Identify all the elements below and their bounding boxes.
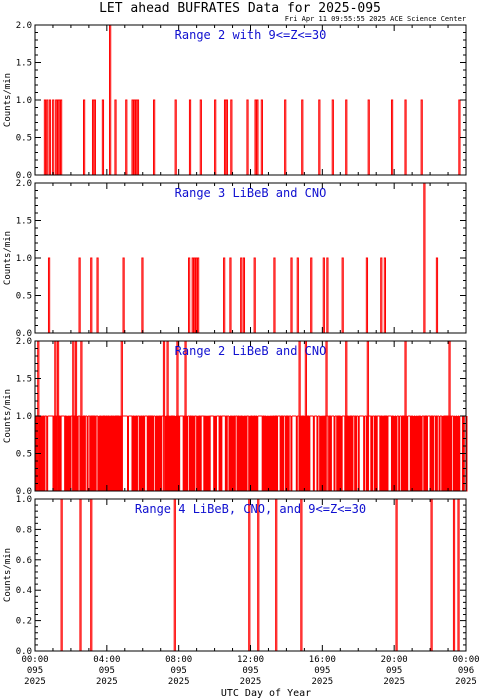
x-tick-label: 095 xyxy=(27,666,43,676)
x-tick-label: 2025 xyxy=(240,677,262,687)
panel-label: Range 2 with 9<=Z<=30 xyxy=(175,28,327,42)
series-line xyxy=(35,498,466,652)
x-tick-label: 2025 xyxy=(311,677,333,687)
plot-frame xyxy=(34,24,467,176)
y-tick-label: 0.8 xyxy=(16,525,32,535)
x-tick-label: 096 xyxy=(458,666,474,676)
y-axis-label: Counts/min xyxy=(3,231,13,285)
x-tick-label: 2025 xyxy=(24,677,46,687)
y-axis-label: Counts/min xyxy=(3,73,13,127)
y-tick-label: 1.0 xyxy=(16,254,32,264)
y-tick-label: 1.5 xyxy=(16,375,32,385)
series-line xyxy=(35,182,466,334)
x-tick-label: 00:00 xyxy=(452,655,479,665)
y-tick-label: 0.0 xyxy=(16,171,32,181)
panel-2: 0.0 0.5 1.0 1.5 2.0 Range 3 LiBeB and CNO Coun… xyxy=(3,179,467,339)
y-axis-label: Counts/min xyxy=(3,389,13,443)
timestamp: Fri Apr 11 09:55:55 2025 ACE Science Cen… xyxy=(285,15,466,23)
x-axis-title: UTC Day of Year xyxy=(221,688,311,699)
x-tick-label: 2025 xyxy=(96,677,118,687)
plot-frame xyxy=(34,182,467,334)
y-tick-label: 2.0 xyxy=(16,179,32,189)
x-tick-label: 16:00 xyxy=(309,655,336,665)
panel-label: Range 4 LiBeB, CNO, and 9<=Z<=30 xyxy=(135,502,366,516)
x-tick-label: 20:00 xyxy=(381,655,408,665)
y-tick-label: 1.0 xyxy=(16,96,32,106)
y-ticks xyxy=(34,340,467,492)
series-line xyxy=(35,24,466,176)
y-tick-label: 1.5 xyxy=(16,217,32,227)
y-tick-label: 1.0 xyxy=(16,412,32,422)
y-tick-label: 0.5 xyxy=(16,450,32,460)
x-tick-label: 04:00 xyxy=(93,655,120,665)
panel-3: 0.0 0.5 1.0 1.5 2.0 Range 2 LiBeB and CNO Coun… xyxy=(3,337,468,497)
y-tick-label: 0.0 xyxy=(16,647,32,657)
y-tick-label: 1.5 xyxy=(16,59,32,69)
panel-1: 0.0 0.5 1.0 1.5 2.0 Range 2 with 9<=Z<=30 Coun… xyxy=(3,21,467,181)
y-tick-label: 0.6 xyxy=(16,556,32,566)
panel-label: Range 2 LiBeB and CNO xyxy=(175,344,327,358)
y-axis-label: Counts/min xyxy=(3,548,13,602)
x-tick-label: 12:00 xyxy=(237,655,264,665)
y-tick-label: 0.0 xyxy=(16,329,32,339)
x-tick-label: 095 xyxy=(242,666,258,676)
x-tick-label: 095 xyxy=(171,666,187,676)
chart-title: LET ahead BUFRATES Data for 2025-095 xyxy=(99,1,381,16)
x-tick-label: 095 xyxy=(314,666,330,676)
x-tick-label: 095 xyxy=(99,666,115,676)
panels: 0.0 0.5 1.0 1.5 2.0 Range 2 with 9<=Z<=30 Coun… xyxy=(3,21,468,657)
x-tick-label: 2025 xyxy=(455,677,477,687)
y-tick-label: 2.0 xyxy=(16,337,32,347)
x-axis-labels: 00:00095202504:00095202508:00095202512:0… xyxy=(21,655,479,687)
x-tick-label: 2025 xyxy=(168,677,190,687)
y-tick-label: 2.0 xyxy=(16,21,32,31)
panel-4: 0.0 0.2 0.4 0.6 0.8 1.0 Range 4 LiBeB, CNO, an… xyxy=(3,495,467,657)
x-tick-label: 00:00 xyxy=(21,655,48,665)
y-ticks xyxy=(34,182,467,334)
series-line xyxy=(35,415,468,492)
y-tick-label: 0.5 xyxy=(16,134,32,144)
x-tick-label: 095 xyxy=(386,666,402,676)
panel-label: Range 3 LiBeB and CNO xyxy=(175,186,327,200)
y-tick-label: 0.0 xyxy=(16,487,32,497)
y-ticks xyxy=(34,498,467,652)
y-tick-label: 0.5 xyxy=(16,292,32,302)
y-tick-label: 1.0 xyxy=(16,495,32,505)
y-tick-label: 0.4 xyxy=(16,586,32,596)
x-tick-label: 2025 xyxy=(383,677,405,687)
y-tick-label: 0.2 xyxy=(16,617,32,627)
y-ticks xyxy=(34,24,467,176)
x-tick-label: 08:00 xyxy=(165,655,192,665)
plot-frame xyxy=(34,498,467,652)
